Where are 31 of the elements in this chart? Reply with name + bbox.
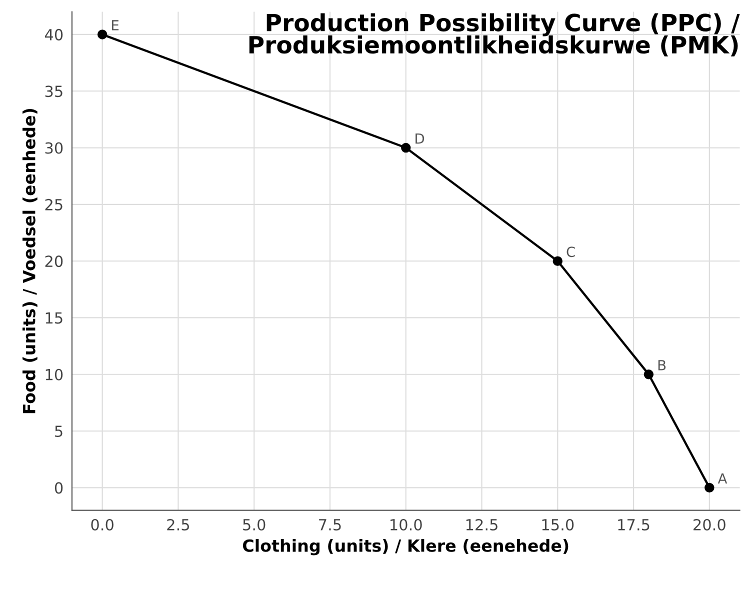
point bbox=[97, 30, 108, 40]
x-tick-label: 20.0 bbox=[694, 518, 726, 531]
x-axis-title: Clothing (units) / Klere (eenehede) bbox=[242, 539, 568, 556]
point bbox=[552, 256, 563, 266]
x-tick-label: 15.0 bbox=[542, 518, 574, 531]
x-tick-label: 0.0 bbox=[91, 518, 114, 531]
annotation: D bbox=[416, 133, 424, 144]
y-tick-label: 20 bbox=[45, 256, 63, 268]
point bbox=[401, 142, 411, 153]
annotation: B bbox=[658, 360, 666, 370]
y-tick-label: 0 bbox=[54, 482, 63, 494]
y-tick-label: 30 bbox=[45, 142, 63, 154]
x-tick-label: 10.0 bbox=[390, 518, 422, 531]
x-tick-label: 12.5 bbox=[466, 518, 498, 531]
x-tick-label: 7.5 bbox=[319, 519, 341, 531]
annotation: C bbox=[566, 246, 575, 258]
x-tick-label: 17.5 bbox=[618, 519, 650, 531]
annotation: E bbox=[112, 20, 119, 30]
y-tick-label: 5 bbox=[55, 426, 62, 438]
y-tick-label: 40 bbox=[44, 28, 63, 40]
y-axis-title: Food (units) / Voedsel (eenhede) bbox=[22, 108, 38, 414]
y-tick-label: 15 bbox=[46, 312, 62, 324]
y-tick-label: 25 bbox=[45, 198, 62, 210]
point bbox=[644, 370, 654, 380]
chart-title: Production Possibility Curve (PPC) / Produksiemoontlikheidskurwe (PMK) bbox=[249, 13, 740, 56]
point bbox=[704, 482, 714, 493]
annotation: A bbox=[718, 473, 728, 484]
y-tick-label: 10 bbox=[46, 368, 63, 380]
y-tick-label: 35 bbox=[45, 86, 62, 98]
x-tick-label: 5.0 bbox=[243, 518, 266, 531]
x-tick-label: 2.5 bbox=[167, 518, 190, 531]
